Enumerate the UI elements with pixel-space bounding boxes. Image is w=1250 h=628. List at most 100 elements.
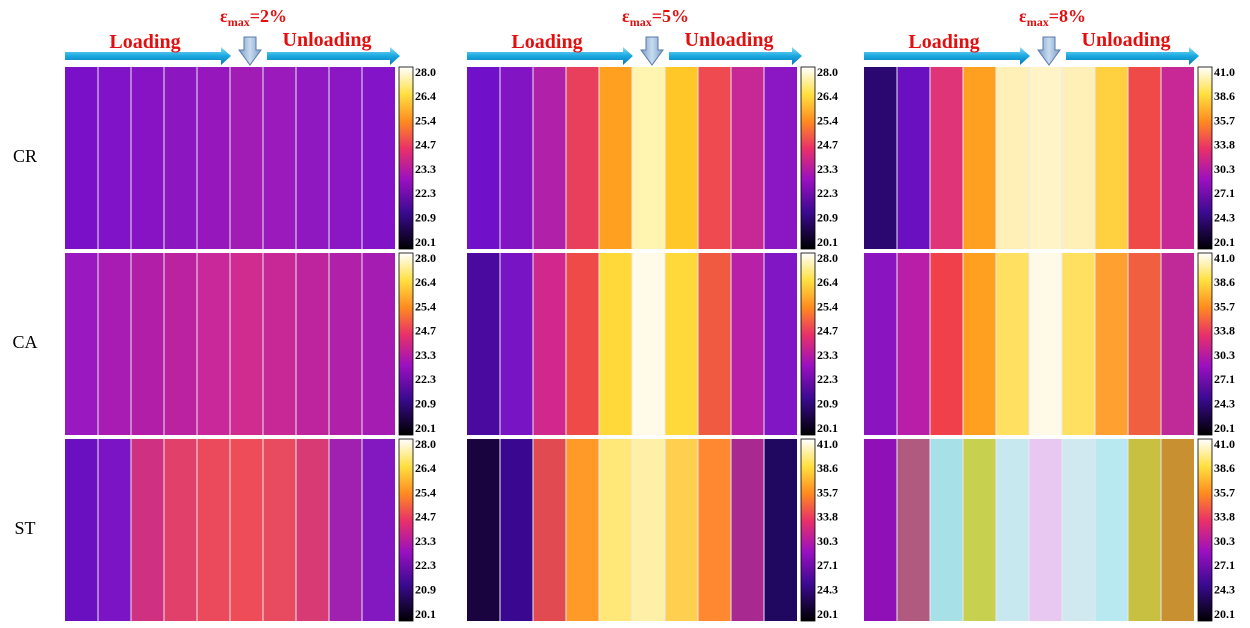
colorbar	[1197, 438, 1213, 622]
unloading-label: Unloading	[685, 29, 774, 51]
colorbar-tick-label: 23.3	[415, 162, 436, 176]
thermal-strip	[467, 439, 500, 621]
colorbar-tick-label: 24.7	[817, 324, 838, 338]
thermal-strip	[98, 67, 131, 249]
thermal-strip	[764, 439, 797, 621]
thermal-strip	[764, 67, 797, 249]
colorbar-tick-label: 28.0	[415, 437, 436, 451]
thermal-strip	[1161, 253, 1194, 435]
thermal-strip	[263, 67, 296, 249]
strain-label: εmax=2%	[220, 6, 287, 29]
colorbar-tick-label: 25.4	[415, 299, 436, 313]
colorbar-tick-label: 24.3	[1214, 396, 1235, 410]
unloading-arrow	[1066, 47, 1199, 65]
colorbar-tick-label: 28.0	[817, 251, 838, 265]
colorbar-tick-label: 35.7	[1214, 113, 1235, 127]
colorbar-tick-label: 26.4	[415, 461, 436, 475]
thermal-strip	[329, 253, 362, 435]
colorbar-tick-label: 24.7	[415, 510, 436, 524]
thermal-strip	[65, 67, 98, 249]
colorbar-tick-label: 28.0	[415, 65, 436, 79]
colorbar-tick-label: 23.3	[817, 348, 838, 362]
colorbar-tick-label: 20.1	[415, 235, 436, 249]
thermal-strip	[296, 67, 329, 249]
thermal-strip	[263, 253, 296, 435]
colorbar-tick-label: 25.4	[415, 485, 436, 499]
thermal-strip	[98, 253, 131, 435]
unloading-label: Unloading	[283, 29, 372, 51]
thermal-strip	[230, 67, 263, 249]
row-label: CR	[13, 146, 37, 166]
thermal-strip	[164, 253, 197, 435]
thermal-strip	[500, 253, 533, 435]
thermal-strip	[230, 439, 263, 621]
colorbar-tick-label: 20.9	[817, 396, 838, 410]
thermal-strip	[131, 439, 164, 621]
colorbar-tick-label: 33.8	[1214, 510, 1235, 524]
thermal-strip	[329, 439, 362, 621]
colorbar-tick-label: 25.4	[817, 299, 838, 313]
thermal-strip	[665, 67, 698, 249]
colorbar-tick-label: 26.4	[817, 275, 838, 289]
thermal-strip	[197, 253, 230, 435]
strain-sub: max	[228, 15, 250, 29]
thermal-strip	[362, 253, 395, 435]
thermal-strip	[698, 67, 731, 249]
down-arrow	[238, 36, 262, 66]
colorbar-tick-label: 24.7	[817, 138, 838, 152]
colorbar-tick-label: 33.8	[817, 510, 838, 524]
colorbar-tick-label: 30.3	[1214, 162, 1235, 176]
strain-value: =8%	[1049, 6, 1086, 26]
strain-label: εmax=5%	[622, 6, 689, 29]
colorbar-tick-label: 24.3	[1214, 210, 1235, 224]
thermal-strip	[197, 67, 230, 249]
thermal-strip	[897, 253, 930, 435]
colorbar-tick-label: 41.0	[817, 437, 838, 451]
colorbar-tick-label: 35.7	[1214, 299, 1235, 313]
colorbar-tick-label: 20.1	[1214, 607, 1235, 621]
colorbar-tick-label: 41.0	[1214, 437, 1235, 451]
thermal-strip	[1161, 439, 1194, 621]
thermal-strip	[1095, 439, 1128, 621]
colorbar-tick-label: 20.1	[1214, 421, 1235, 435]
thermal-strip	[698, 439, 731, 621]
thermal-strip	[599, 439, 632, 621]
thermal-strip	[296, 253, 329, 435]
strain-sub: max	[1027, 15, 1049, 29]
colorbar-tick-label: 26.4	[415, 89, 436, 103]
colorbar-tick-label: 23.3	[415, 534, 436, 548]
thermal-strip	[731, 439, 764, 621]
unloading-arrow	[267, 47, 400, 65]
colorbar-tick-label: 30.3	[1214, 348, 1235, 362]
colorbar-tick-label: 26.4	[817, 89, 838, 103]
thermal-strip	[362, 67, 395, 249]
colorbar-tick-label: 25.4	[415, 113, 436, 127]
thermal-strip	[1062, 253, 1095, 435]
thermal-strip	[996, 253, 1029, 435]
loading-arrow	[864, 47, 1030, 65]
colorbar-tick-label: 24.7	[415, 324, 436, 338]
strain-symbol: ε	[220, 6, 228, 26]
thermal-strip	[1095, 253, 1128, 435]
colorbar	[800, 438, 816, 622]
colorbar-tick-label: 24.3	[817, 582, 838, 596]
thermal-strip	[131, 67, 164, 249]
thermal-strip	[566, 67, 599, 249]
colorbar-tick-label: 20.9	[817, 210, 838, 224]
thermal-strip	[566, 253, 599, 435]
colorbar-tick-label: 24.3	[1214, 582, 1235, 596]
colorbar-tick-label: 22.3	[817, 372, 838, 386]
thermal-strip	[1161, 67, 1194, 249]
thermal-strip	[632, 439, 665, 621]
thermal-strip	[1062, 439, 1095, 621]
colorbar-tick-label: 20.9	[415, 210, 436, 224]
thermal-strip	[263, 439, 296, 621]
thermal-strip	[1029, 67, 1062, 249]
thermal-strip	[500, 439, 533, 621]
thermal-strip	[665, 253, 698, 435]
thermal-strip	[764, 253, 797, 435]
colorbar-tick-label: 26.4	[415, 275, 436, 289]
thermal-strip	[533, 253, 566, 435]
thermal-strip	[930, 439, 963, 621]
